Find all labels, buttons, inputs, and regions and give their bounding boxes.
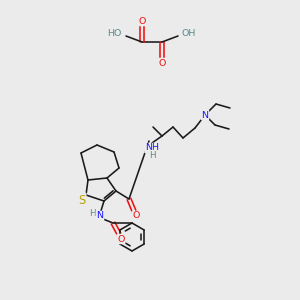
Text: O: O bbox=[117, 235, 125, 244]
Text: O: O bbox=[132, 212, 140, 220]
Text: S: S bbox=[78, 194, 85, 206]
Text: N: N bbox=[202, 110, 208, 119]
Text: HO: HO bbox=[108, 28, 122, 38]
Text: H: H bbox=[149, 151, 155, 160]
Text: N: N bbox=[97, 212, 104, 220]
Text: NH: NH bbox=[145, 143, 159, 152]
Text: OH: OH bbox=[182, 28, 196, 38]
Text: O: O bbox=[158, 58, 166, 68]
Text: O: O bbox=[138, 16, 146, 26]
Text: H: H bbox=[89, 209, 95, 218]
